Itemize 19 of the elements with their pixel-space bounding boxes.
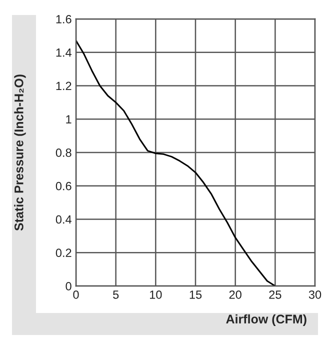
y-tick-label: 1: [66, 115, 72, 124]
y-tick-label: 0: [66, 282, 72, 290]
x-axis-title: Airflow (CFM): [226, 314, 306, 326]
y-axis-title: Static Pressure (Inch-H₂O): [14, 74, 26, 231]
x-tick-label: 15: [190, 290, 202, 299]
y-tick-label: 0.6: [56, 182, 72, 190]
line-series: [76, 40, 276, 286]
y-tick-label: 1.4: [56, 48, 72, 57]
y-tick-label: 1.6: [56, 15, 72, 24]
x-tick-label: 10: [150, 290, 162, 299]
x-tick-label: 25: [269, 290, 282, 299]
x-tick-label: 5: [113, 290, 119, 299]
y-tick-label: 0.2: [56, 248, 72, 258]
x-tick-label: 0: [73, 290, 79, 299]
y-tick-label: 1.2: [56, 82, 72, 90]
y-tick-label: 0.4: [56, 215, 72, 224]
y-tick-label: 0.8: [56, 148, 72, 157]
x-tick-label: 20: [229, 290, 242, 299]
x-tick-label: 30: [308, 290, 322, 299]
